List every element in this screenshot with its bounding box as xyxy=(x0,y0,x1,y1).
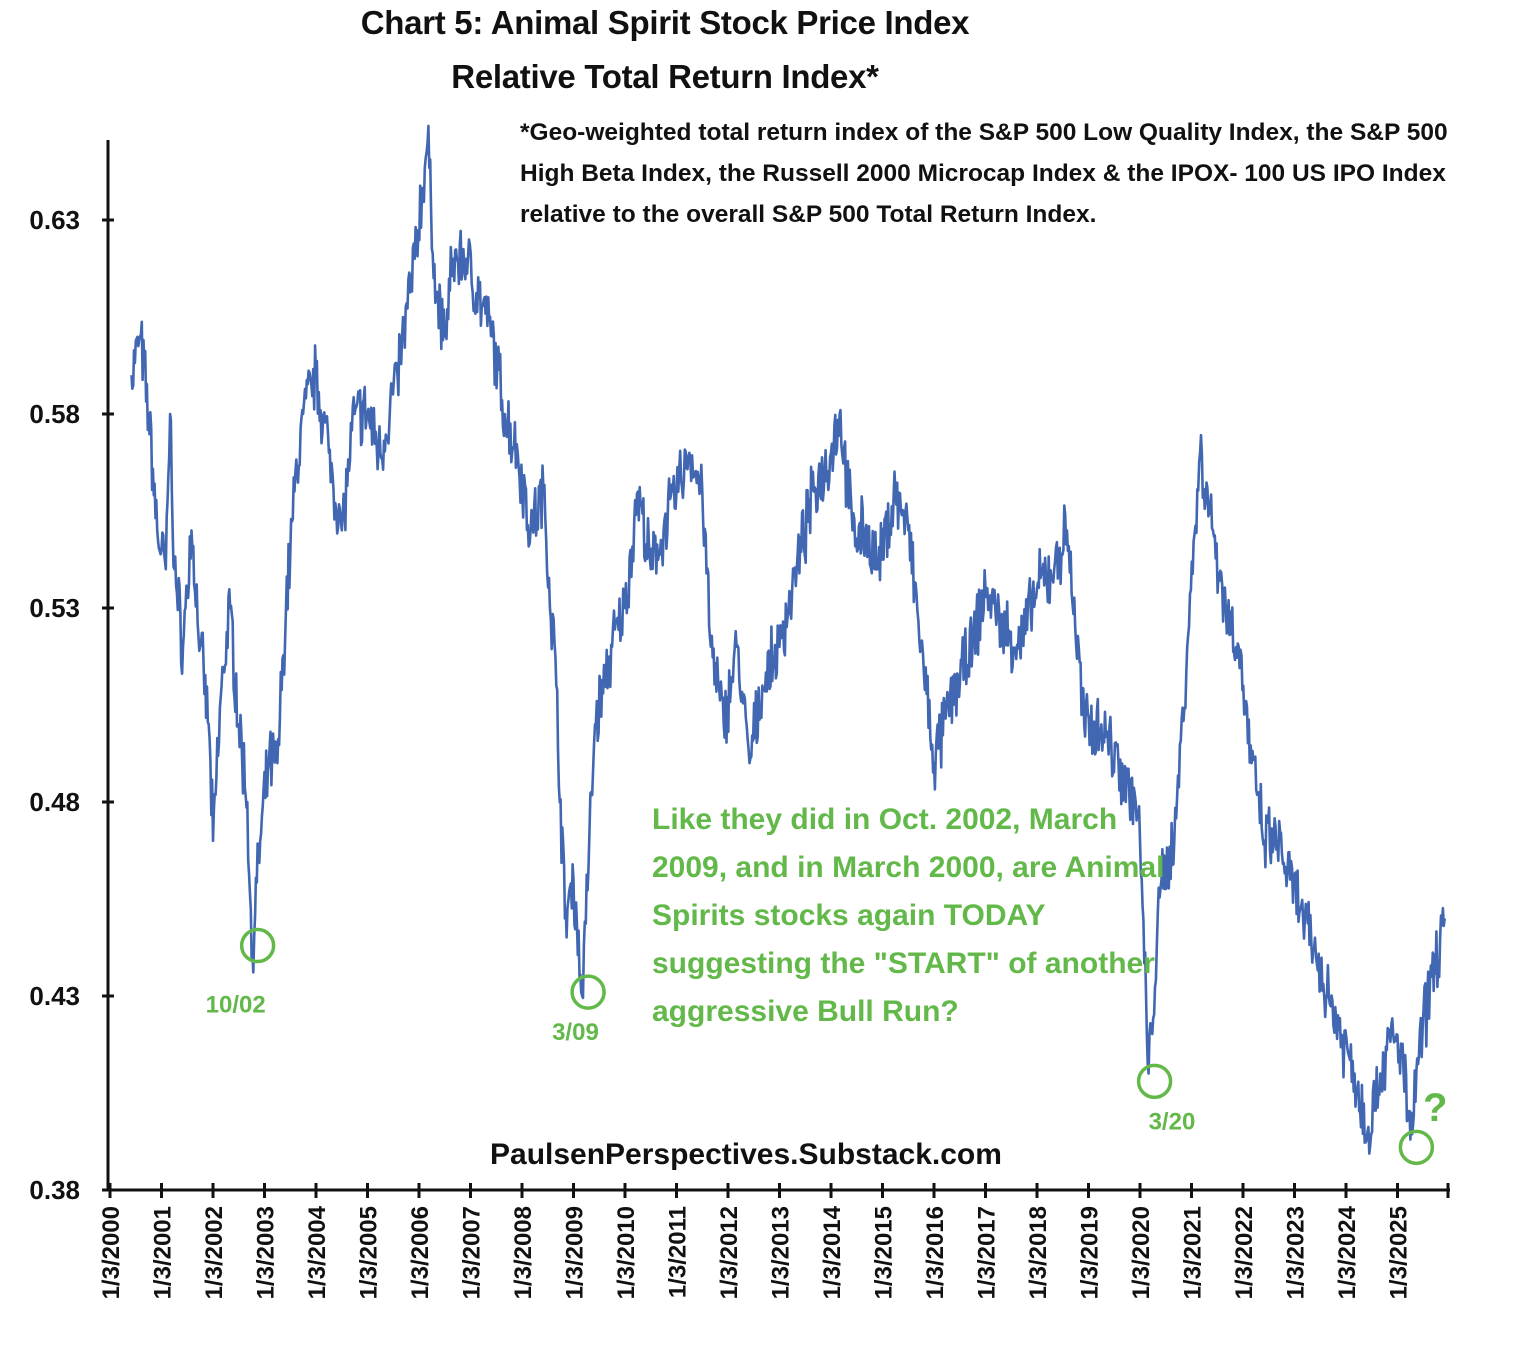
x-tick-label: 1/3/2002 xyxy=(201,1206,228,1299)
x-tick-label: 1/3/2008 xyxy=(510,1206,537,1299)
x-tick-label: 1/3/2015 xyxy=(871,1206,898,1299)
y-tick-label: 0.38 xyxy=(29,1175,80,1205)
y-tick-label: 0.48 xyxy=(29,787,80,817)
y-tick-label: 0.43 xyxy=(29,981,80,1011)
low-marker-circle xyxy=(570,974,606,1010)
x-tick-label: 1/3/2007 xyxy=(459,1206,486,1299)
x-tick-label: 1/3/2017 xyxy=(974,1206,1001,1299)
x-tick-label: 1/3/2021 xyxy=(1180,1206,1207,1299)
annotation-layer: 10/02 3/09 3/20 xyxy=(206,927,1435,1166)
y-tick-label: 0.63 xyxy=(29,205,80,235)
chart-subtitle: Relative Total Return Index* xyxy=(451,58,879,95)
x-tick-label: 1/3/2022 xyxy=(1231,1206,1258,1299)
x-tick-label: 1/3/2016 xyxy=(922,1206,949,1299)
low-marker-circle xyxy=(1136,1063,1173,1100)
x-tick-label: 1/3/2019 xyxy=(1077,1206,1104,1299)
x-tick-label: 1/3/2024 xyxy=(1334,1205,1361,1299)
x-tick-label: 1/3/2020 xyxy=(1128,1206,1155,1299)
low-marker-label: 3/09 xyxy=(552,1019,599,1046)
question-mark: ? xyxy=(1423,1086,1448,1130)
x-tick-label: 1/3/2001 xyxy=(150,1206,177,1299)
axes: 0.63 0.58 0.53 0.48 0.43 0.38 1/3/2000 1/3/2001… xyxy=(29,140,1450,1299)
x-tick-label: 1/3/2011 xyxy=(665,1206,692,1298)
x-tick-label: 1/3/2009 xyxy=(562,1206,589,1299)
x-tick-label: 1/3/2018 xyxy=(1025,1206,1052,1299)
x-tick-label: 1/3/2012 xyxy=(716,1206,743,1299)
x-tick-label: 1/3/2023 xyxy=(1283,1206,1310,1299)
chart-footnote: *Geo-weighted total return index of the … xyxy=(520,119,1448,228)
x-tick-label: 1/3/2006 xyxy=(407,1206,434,1299)
series-layer xyxy=(130,124,1446,1155)
x-tick-label: 1/3/2010 xyxy=(613,1206,640,1299)
x-tick-label: 1/3/2014 xyxy=(819,1205,846,1299)
low-marker-label: 3/20 xyxy=(1149,1108,1196,1135)
low-marker-circle xyxy=(1398,1129,1435,1166)
callout-text: Like they did in Oct. 2002, March 2009, … xyxy=(652,803,1165,1028)
source-label: PaulsenPerspectives.Substack.com xyxy=(490,1138,1002,1171)
y-tick-label: 0.53 xyxy=(29,593,80,623)
x-tick-label: 1/3/2013 xyxy=(768,1206,795,1299)
x-tick-label: 1/3/2025 xyxy=(1386,1206,1413,1299)
y-tick-label: 0.58 xyxy=(29,399,80,429)
series-line-0 xyxy=(130,124,1446,1155)
low-marker-circle xyxy=(239,927,276,964)
x-tick-label: 1/3/2003 xyxy=(253,1206,280,1299)
x-tick-label: 1/3/2005 xyxy=(356,1206,383,1299)
low-marker-label: 10/02 xyxy=(206,992,266,1019)
x-tick-label: 1/3/2000 xyxy=(98,1206,125,1299)
x-tick-label: 1/3/2004 xyxy=(304,1205,331,1299)
chart-title: Chart 5: Animal Spirit Stock Price Index xyxy=(360,4,970,41)
